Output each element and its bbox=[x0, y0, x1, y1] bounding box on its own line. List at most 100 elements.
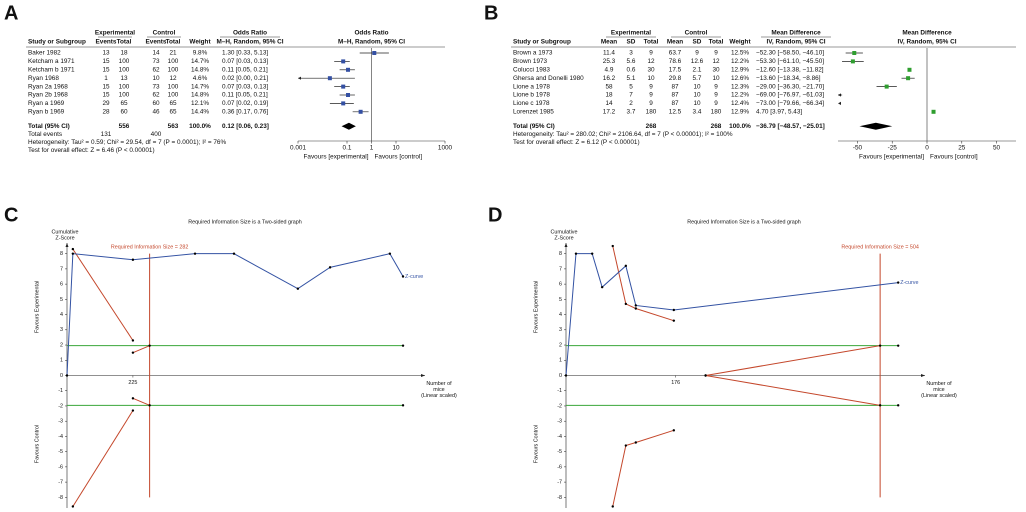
ci-arrow bbox=[298, 76, 301, 80]
table-cell: 14 bbox=[605, 100, 613, 107]
x-tick-label: 176 bbox=[671, 380, 680, 386]
table-cell: 63.7 bbox=[669, 50, 682, 57]
table-cell: 9 bbox=[714, 92, 718, 99]
table-cell: 268 bbox=[711, 123, 722, 130]
table-cell: 12.5 bbox=[669, 108, 682, 115]
estimate-marker bbox=[327, 76, 332, 81]
boundary bbox=[612, 245, 674, 322]
table-cell: Ryan 2a 1968 bbox=[28, 83, 68, 90]
x-tick-label: -25 bbox=[888, 145, 898, 152]
y-axis-label: Cumulative bbox=[551, 229, 578, 235]
table-cell: 12.4% bbox=[731, 100, 749, 107]
y-tick-label: 2 bbox=[559, 342, 562, 348]
z-curve-point bbox=[590, 252, 594, 255]
table-cell: 12.9% bbox=[731, 66, 749, 73]
table-cell: 12.3% bbox=[731, 83, 749, 90]
table-cell: 30 bbox=[712, 66, 720, 73]
panel-label: C bbox=[4, 204, 18, 226]
y-tick-label: -4 bbox=[58, 434, 63, 440]
y-tick-label: 4 bbox=[559, 312, 562, 318]
y-tick-label: -4 bbox=[557, 434, 562, 440]
table-cell: 17.5 bbox=[669, 66, 682, 73]
group-header: Odds Ratio bbox=[233, 30, 267, 37]
boundary-point bbox=[131, 397, 135, 400]
table-cell: 15 bbox=[102, 58, 110, 65]
z-curve-point bbox=[388, 252, 392, 255]
table-cell: 100 bbox=[119, 83, 130, 90]
boundary bbox=[705, 375, 881, 406]
z-curve-point bbox=[574, 252, 578, 255]
y-tick-label: 8 bbox=[60, 251, 63, 257]
boundary-point bbox=[611, 505, 614, 508]
table-cell: 12.1% bbox=[191, 100, 209, 107]
plot-title: Odds Ratio bbox=[354, 30, 388, 37]
y-tick-label: 7 bbox=[60, 266, 63, 272]
table-cell: 65 bbox=[169, 108, 177, 115]
table-cell: 17.2 bbox=[603, 108, 616, 115]
column-header: Total bbox=[166, 39, 181, 46]
table-cell: 14.7% bbox=[191, 83, 209, 90]
table-cell: 58 bbox=[605, 83, 613, 90]
y-tick-label: -2 bbox=[58, 403, 63, 409]
table-cell: 10 bbox=[152, 75, 160, 82]
table-cell: 29.8 bbox=[669, 75, 682, 82]
boundary-point bbox=[71, 247, 75, 251]
table-cell: 11.4 bbox=[603, 50, 615, 57]
table-cell: Lione b 1978 bbox=[513, 92, 550, 99]
boundary-point bbox=[611, 244, 614, 248]
y-tick-label: 4 bbox=[60, 312, 63, 318]
y-tick-label: -5 bbox=[58, 449, 63, 455]
table-cell: 12.2% bbox=[731, 92, 749, 99]
table-cell: Ghersa and Donelli 1980 bbox=[513, 75, 584, 82]
table-cell: −53.30 [−61.10, −45.50] bbox=[756, 58, 824, 65]
table-cell: 13 bbox=[102, 50, 110, 57]
table-cell: 62 bbox=[152, 66, 160, 73]
table-cell: 21 bbox=[169, 50, 177, 57]
table-cell: 3 bbox=[629, 50, 633, 57]
table-cell: 9 bbox=[649, 100, 653, 107]
y-tick-label: -8 bbox=[557, 495, 562, 501]
table-cell: 12.5% bbox=[731, 50, 749, 57]
table-cell: 62 bbox=[152, 92, 160, 99]
y-tick-label: -7 bbox=[557, 480, 562, 486]
table-cell: 9 bbox=[714, 50, 718, 57]
table-cell: 0.02 [0.00, 0.21] bbox=[222, 75, 268, 82]
boundary-point bbox=[131, 351, 135, 354]
estimate-marker bbox=[341, 59, 346, 64]
table-cell: 5.6 bbox=[627, 58, 636, 65]
graph-title: Required Information Size is a Two-sided… bbox=[188, 219, 301, 225]
table-cell: 12.2% bbox=[731, 58, 749, 65]
y-tick-label: 3 bbox=[559, 327, 562, 333]
boundary-point bbox=[704, 374, 707, 377]
y-tick-label: -3 bbox=[557, 419, 562, 425]
table-cell: Ryan b 1969 bbox=[28, 108, 65, 115]
table-cell: 78.6 bbox=[669, 58, 682, 65]
table-cell: 14.7% bbox=[191, 58, 209, 65]
table-cell: 0.11 [0.05, 0.21] bbox=[222, 92, 268, 99]
table-cell: 2.1 bbox=[693, 66, 702, 73]
table-cell: Colucci 1983 bbox=[513, 66, 550, 73]
x-tick-label: 50 bbox=[993, 145, 1001, 152]
x-axis-label: Number of bbox=[926, 381, 952, 387]
estimate-arrow bbox=[838, 93, 841, 97]
table-cell: −36.79 [−48.57, −25.01] bbox=[756, 123, 825, 130]
table-cell: 0.07 [0.03, 0.13] bbox=[222, 58, 268, 65]
table-cell: 100 bbox=[119, 92, 130, 99]
y-tick-label: 6 bbox=[60, 282, 63, 288]
table-cell: Ryan 2b 1968 bbox=[28, 92, 68, 99]
y-tick-label: 2 bbox=[60, 342, 63, 348]
footnote: Heterogeneity: Tau² = 0.59; Chi² = 29.54… bbox=[28, 139, 226, 146]
table-cell: 73 bbox=[152, 83, 160, 90]
table-cell: 3.4 bbox=[693, 108, 702, 115]
z-curve-label: Z-curve bbox=[405, 274, 423, 280]
x-tick-label: 1000 bbox=[438, 145, 453, 152]
table-cell: 25.3 bbox=[603, 58, 616, 65]
boundary-point bbox=[672, 319, 676, 322]
table-cell: 12.6% bbox=[731, 75, 749, 82]
table-cell: 14.8% bbox=[191, 66, 209, 73]
table-cell: 10 bbox=[693, 83, 701, 90]
table-cell: 100 bbox=[168, 58, 179, 65]
table-cell: Lione a 1978 bbox=[513, 83, 550, 90]
z-curve-point bbox=[600, 285, 604, 289]
boundary-point bbox=[148, 344, 151, 347]
